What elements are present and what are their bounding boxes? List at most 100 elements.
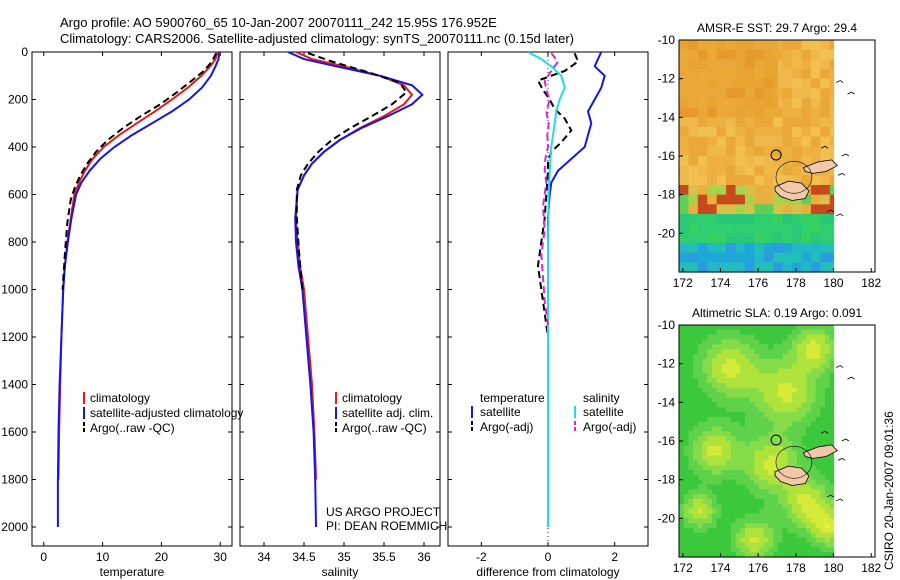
map-cell xyxy=(825,262,831,268)
map-cell xyxy=(777,445,784,452)
map-cell xyxy=(726,40,732,46)
map-cell xyxy=(829,185,835,191)
map-cell xyxy=(744,397,751,403)
map-cell xyxy=(740,455,746,461)
map-cell xyxy=(768,441,774,447)
map-cell xyxy=(801,228,807,234)
map-cell xyxy=(820,267,826,273)
map-cell xyxy=(749,83,755,89)
map-cell xyxy=(726,127,732,133)
map-cell xyxy=(735,537,741,544)
map-cell xyxy=(787,344,793,350)
map-cell xyxy=(754,49,760,56)
map-cell xyxy=(787,373,793,379)
map-cell xyxy=(777,257,784,263)
map-cell xyxy=(721,547,727,553)
map-cell xyxy=(749,40,755,46)
map-cell xyxy=(749,455,755,461)
map-cell xyxy=(801,465,807,471)
map-cell xyxy=(773,397,779,403)
map-cell xyxy=(792,83,798,89)
map-cell xyxy=(679,180,685,186)
map-cell xyxy=(721,267,727,273)
map-cell xyxy=(792,156,798,162)
temperature-panel: 0 10 20 30020040060080010001200140016001800… xyxy=(1,45,243,579)
map-cell xyxy=(777,117,784,123)
map-cell xyxy=(749,199,755,205)
map-cell xyxy=(688,387,694,394)
map-cell xyxy=(768,64,774,70)
map-cell xyxy=(825,499,831,505)
map-cell xyxy=(721,542,727,548)
map-cell xyxy=(735,489,741,495)
map-cell xyxy=(679,349,685,355)
map-cell xyxy=(796,257,803,263)
map-cell xyxy=(683,228,690,234)
map-cell xyxy=(688,78,694,85)
map-cell xyxy=(697,204,704,210)
map-cell xyxy=(688,354,694,360)
map-cell xyxy=(735,83,741,89)
map-cell xyxy=(744,69,751,75)
map-cell xyxy=(697,513,704,519)
map-cell xyxy=(740,131,746,138)
map-cell xyxy=(787,397,793,403)
map-cell xyxy=(702,368,708,374)
map-cell xyxy=(749,445,755,452)
map-cell xyxy=(688,358,694,365)
map-cell xyxy=(763,170,770,176)
map-cell xyxy=(806,518,812,524)
map-cell xyxy=(683,136,690,143)
map-cell xyxy=(763,69,770,75)
map-cell xyxy=(730,189,737,196)
map-cell xyxy=(829,112,835,118)
depth-contour xyxy=(775,160,813,194)
map-cell xyxy=(810,484,817,490)
map-cell xyxy=(815,334,821,341)
map-cell xyxy=(763,407,770,413)
map-cell xyxy=(679,532,685,539)
x-tick-label: 10 xyxy=(96,550,110,564)
map-cell xyxy=(679,455,685,461)
map-cell xyxy=(744,334,751,341)
map-cell xyxy=(773,238,779,244)
map-cell xyxy=(679,441,685,447)
map-cell xyxy=(683,233,690,239)
map-cell xyxy=(688,397,694,403)
map-cell xyxy=(782,349,788,355)
map-cell xyxy=(763,508,770,515)
map-cell xyxy=(702,436,708,442)
map-cell xyxy=(730,523,737,529)
map-cell xyxy=(749,243,755,249)
map-cell xyxy=(820,363,826,370)
map-cell xyxy=(679,233,685,239)
map-cell xyxy=(792,98,798,104)
map-cell xyxy=(749,64,755,70)
map-cell xyxy=(806,131,812,138)
map-cell xyxy=(820,537,826,544)
map-cell xyxy=(825,431,831,437)
y-tick-label: -14 xyxy=(658,395,676,409)
map-cell xyxy=(679,267,685,273)
map-cell xyxy=(683,175,690,181)
map-cell xyxy=(759,204,765,210)
map-cell xyxy=(796,334,803,341)
map-cell xyxy=(688,122,694,128)
map-cell xyxy=(707,112,713,118)
map-cell xyxy=(702,392,708,399)
map-cell xyxy=(787,547,793,553)
map-cell xyxy=(773,450,779,457)
map-cell xyxy=(777,513,784,519)
map-cell xyxy=(825,339,831,345)
map-cell xyxy=(740,407,746,413)
map-cell xyxy=(820,489,826,495)
map-cell xyxy=(801,78,807,85)
map-cell xyxy=(716,112,722,118)
map-cell xyxy=(829,334,835,341)
map-cell xyxy=(777,431,784,437)
map-cell xyxy=(688,547,694,553)
map-cell xyxy=(773,69,779,75)
map-cell xyxy=(801,383,807,389)
map-cell xyxy=(740,146,746,152)
map-cell xyxy=(702,243,708,249)
